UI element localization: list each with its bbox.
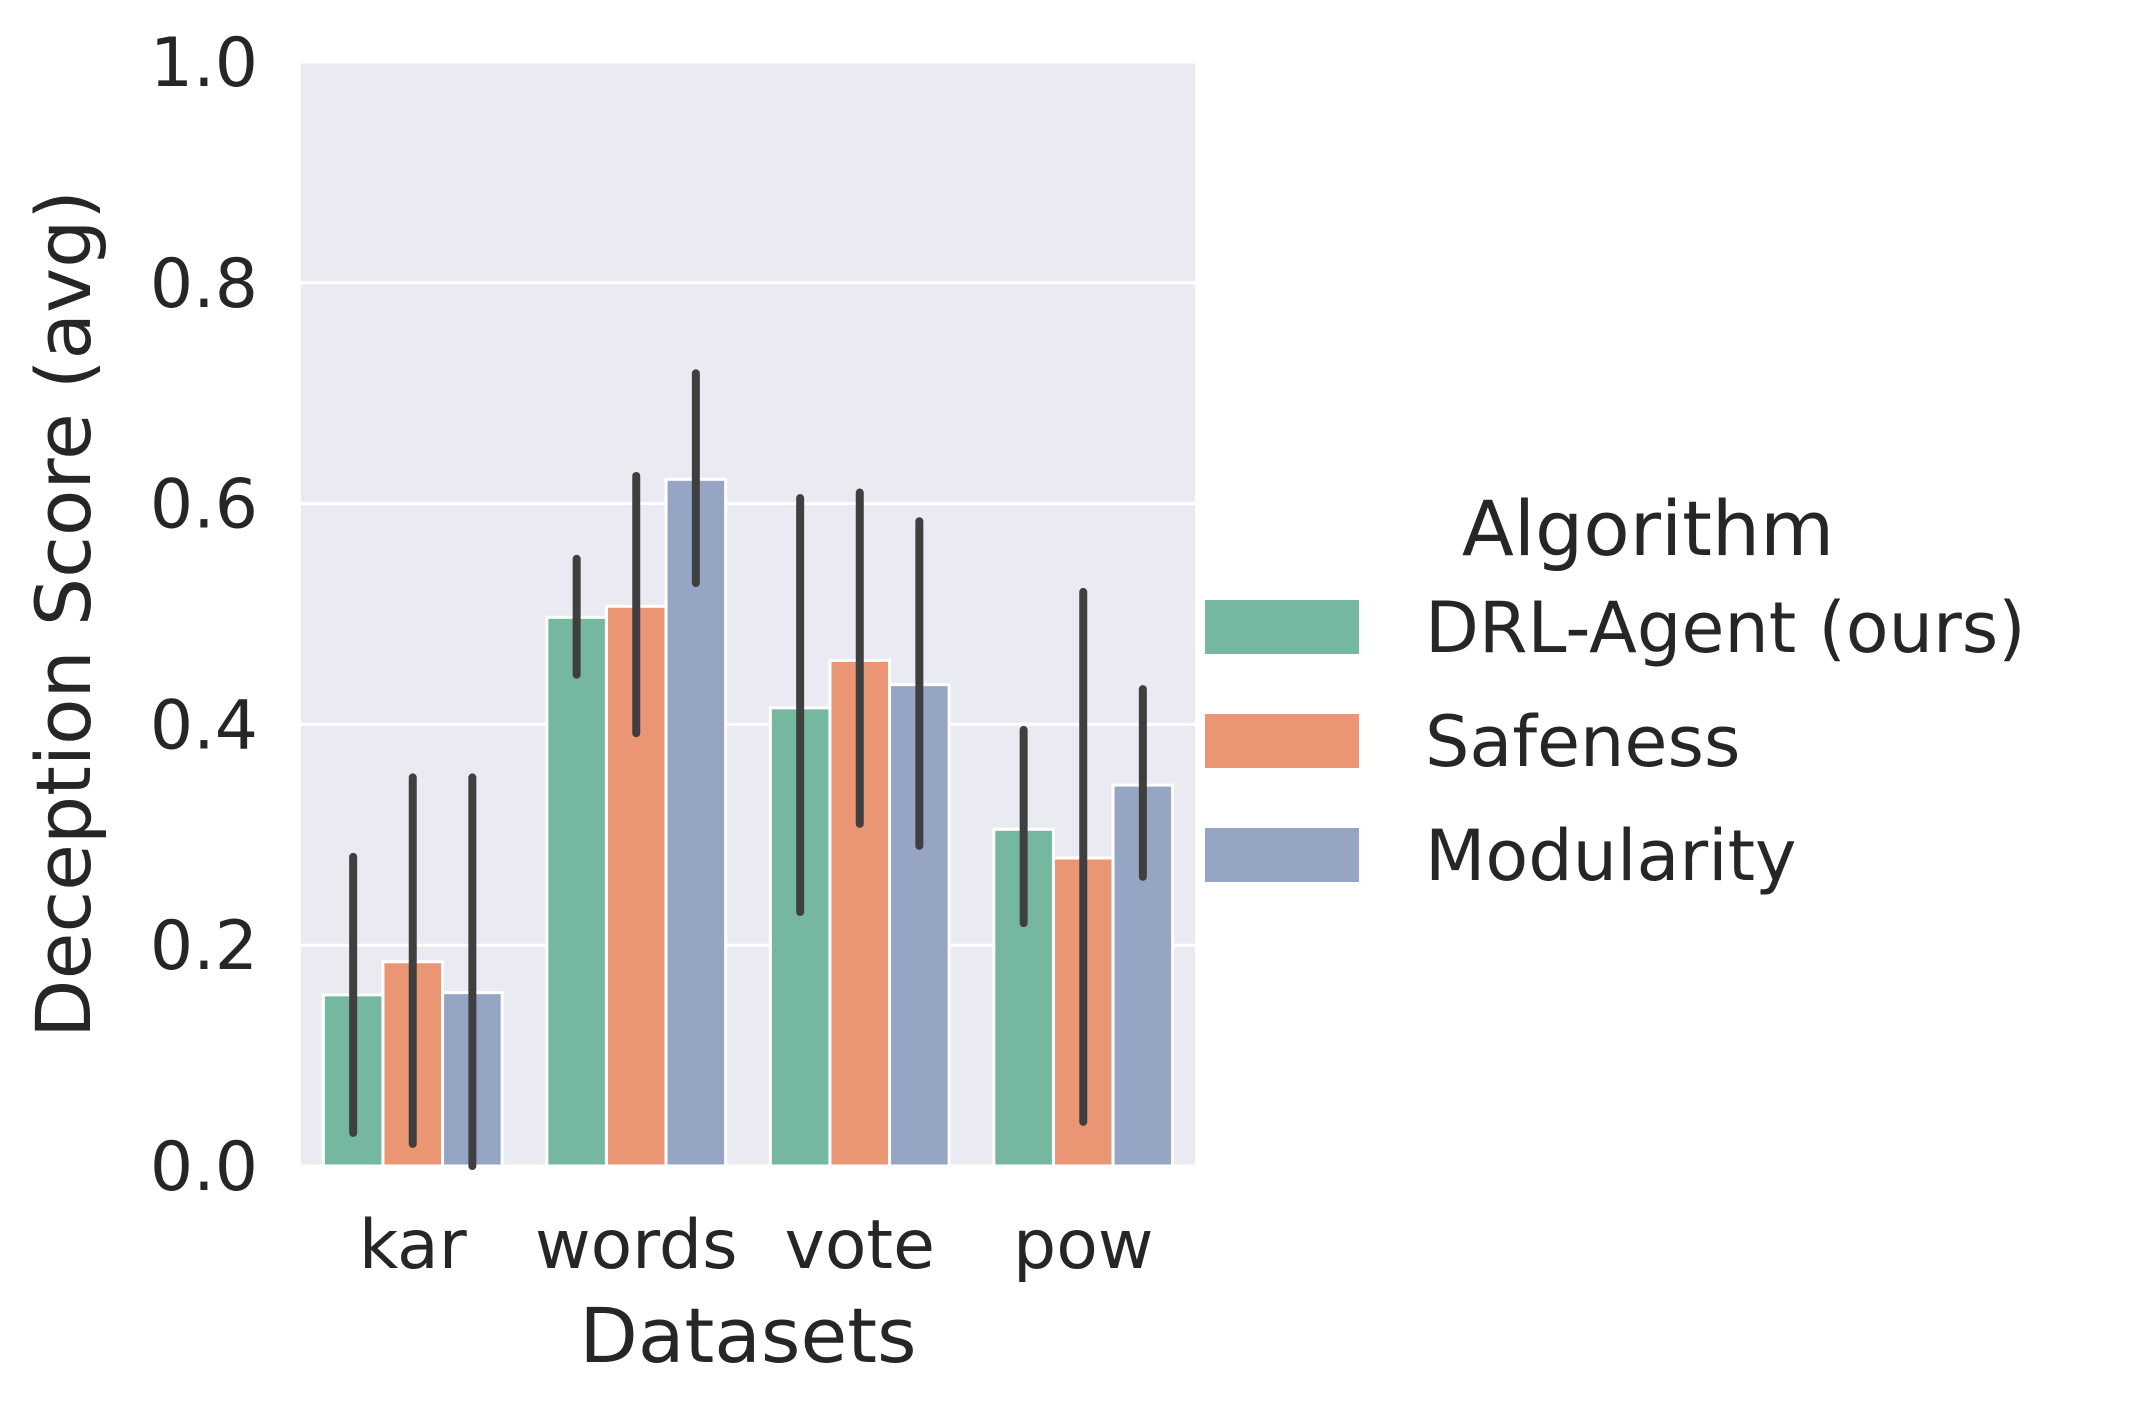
y-axis-label: Deception Score (avg): [19, 190, 108, 1038]
legend-swatch: [1205, 828, 1359, 882]
y-tick-label: 0.2: [150, 907, 258, 986]
legend-swatch: [1205, 714, 1359, 768]
bar: [664, 477, 728, 1168]
x-tick-labels: kar words vote pow: [359, 1206, 1154, 1285]
legend-title: Algorithm: [1462, 484, 1834, 573]
y-tick-label: 1.0: [150, 24, 258, 103]
legend: Algorithm DRL-Agent (ours) Safeness Modula…: [1205, 484, 2026, 897]
y-tick-label: 0.8: [150, 245, 258, 324]
y-tick-labels: 0.0 0.2 0.4 0.6 0.8 1.0: [150, 24, 258, 1207]
x-axis-label: Datasets: [579, 1291, 916, 1380]
x-tick-label: kar: [359, 1206, 467, 1285]
x-tick-label: words: [535, 1206, 738, 1285]
x-tick-label: pow: [1013, 1206, 1153, 1285]
error-bars: [349, 369, 1147, 1170]
y-tick-label: 0.4: [150, 686, 258, 765]
y-tick-label: 0.6: [150, 466, 258, 545]
bar: [545, 615, 608, 1168]
legend-entry: DRL-Agent (ours): [1425, 587, 2026, 669]
legend-swatch: [1205, 600, 1359, 654]
x-tick-label: vote: [785, 1206, 935, 1285]
y-tick-label: 0.0: [150, 1128, 258, 1207]
legend-entry: Modularity: [1425, 815, 1796, 897]
bar: [1111, 783, 1175, 1168]
legend-entry: Safeness: [1425, 701, 1740, 783]
